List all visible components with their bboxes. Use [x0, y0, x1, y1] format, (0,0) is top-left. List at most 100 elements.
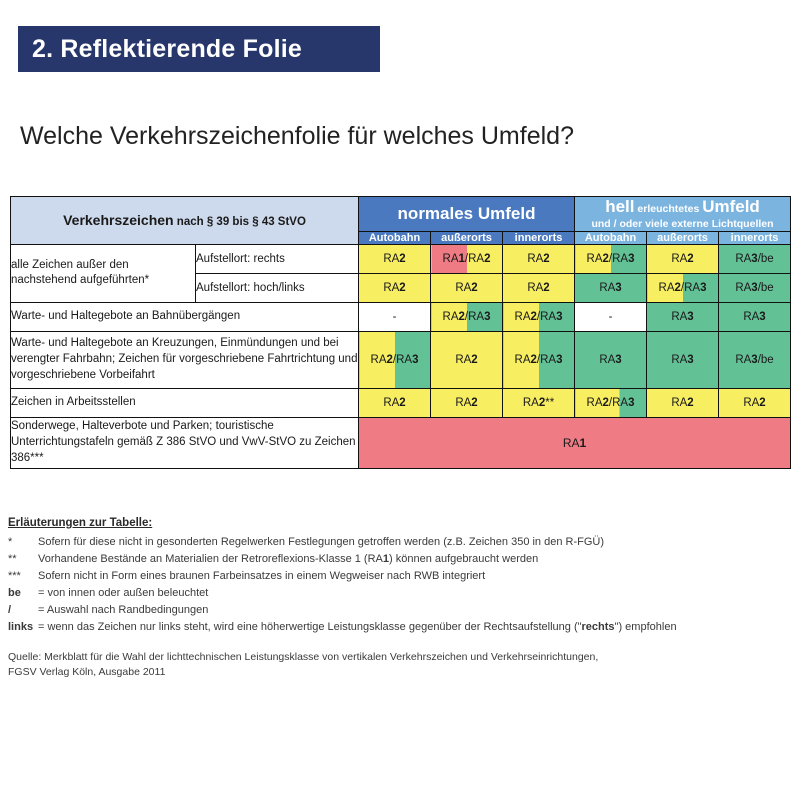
- row-sublabel-0-0: Aufstellort: rechts: [194, 243, 360, 274]
- cell-value: RA2: [383, 252, 406, 265]
- cell-value: RA2/RA3: [514, 353, 563, 366]
- cell-r0-c5: RA3/be: [718, 272, 792, 303]
- slide-title-banner: 2. Reflektierende Folie: [18, 26, 380, 72]
- table-row: Warte- und Haltegebote an Bahnübergängen…: [9, 301, 792, 332]
- explanation-text: Vorhandene Bestände an Materialien der R…: [38, 552, 539, 565]
- column-header-normal-innerorts: innerorts: [502, 230, 576, 245]
- cell-value: RA2/RA3: [514, 310, 563, 323]
- cell-r1-c1: RA2/RA3: [430, 301, 504, 332]
- column-header-hell-innerorts: innerorts: [718, 230, 792, 245]
- cell-value: RA2/RA3: [370, 353, 419, 366]
- cell-value: RA2: [527, 252, 550, 265]
- explanation-marker: ***: [8, 569, 21, 582]
- table-row: alle Zeichen außer den nachstehend aufge…: [10, 243, 792, 303]
- table-row: Warte- und Haltegebote an Kreuzungen, Ei…: [9, 330, 792, 389]
- column-header-normal-ausserorts: außerorts: [430, 230, 504, 245]
- explanation-text: = wenn das Zeichen nur links steht, wird…: [38, 620, 677, 633]
- cell-r1-c5: RA3: [718, 301, 792, 332]
- cell-r3-c0: RA2: [358, 387, 432, 418]
- cell-value: RA2: [455, 396, 478, 409]
- header-group-hell-sub: und / oder viele externe Lichtquellen: [591, 218, 774, 231]
- explanations-title: Erläuterungen zur Tabelle:: [8, 517, 153, 529]
- cell-r3-c4: RA2: [646, 387, 720, 418]
- table-row: Zeichen in Arbeitsstellen RA2 RA2 RA2** RA2/…: [9, 387, 792, 418]
- cell-r2-c4: RA3: [646, 330, 720, 389]
- cell-value: -: [608, 310, 613, 323]
- header-group-hell-strong: hell: [605, 197, 635, 216]
- header-group-normales-normal: Umfeld: [473, 204, 536, 224]
- cell-r2-c3: RA3: [574, 330, 648, 389]
- cell-value: RA2/RA3: [442, 310, 491, 323]
- column-header-hell-ausserorts: außerorts: [646, 230, 720, 245]
- source-line-2: FGSV Verlag Köln, Ausgabe 2011: [8, 666, 166, 679]
- cell-value: -: [392, 310, 397, 323]
- explanation-item-0: * Sofern für diese nicht in gesonderten R…: [8, 535, 792, 548]
- explanation-text: = von innen oder außen beleuchtet: [38, 586, 209, 599]
- explanation-text: Sofern für diese nicht in gesonderten Re…: [38, 535, 605, 548]
- cell-r0-c1: RA1/RA2: [430, 243, 504, 274]
- explanation-item-3: be = von innen oder außen beleuchtet: [8, 586, 792, 599]
- cell-r2-c1: RA2: [430, 330, 504, 389]
- row-label-3: Zeichen in Arbeitsstellen: [9, 387, 360, 418]
- cell-value: RA3/be: [735, 281, 774, 294]
- cell-r0-c3: RA2/RA3: [574, 243, 648, 274]
- row-label-1: Warte- und Haltegebote an Bahnübergängen: [9, 301, 360, 332]
- column-header-normal-autobahn: Autobahn: [358, 230, 432, 245]
- header-verkehrszeichen-small: nach § 39 bis § 43 StVO: [173, 216, 306, 229]
- cell-value: RA1/RA2: [442, 252, 491, 265]
- cell-value: RA3/be: [735, 353, 774, 366]
- cell-value: RA2: [455, 281, 478, 294]
- reflective-foil-matrix: Verkehrszeichen nach § 39 bis § 43 StVO …: [9, 196, 792, 469]
- cell-value: RA3: [671, 353, 694, 366]
- explanation-text: Sofern nicht in Form eines braunen Farbe…: [38, 569, 486, 582]
- cell-value: RA2: [455, 353, 478, 366]
- column-header-hell-autobahn: Autobahn: [574, 230, 648, 245]
- cell-r0-c4: RA2/RA3: [646, 272, 720, 303]
- cell-r1-c3: -: [574, 301, 648, 332]
- cell-r0-c1: RA2: [430, 272, 504, 303]
- cell-r2-c5: RA3/be: [718, 330, 792, 389]
- cell-r4-c0: RA1: [358, 416, 792, 469]
- source-line-1: Quelle: Merkblatt für die Wahl der licht…: [8, 651, 599, 663]
- cell-value: RA3: [671, 310, 694, 323]
- cell-r0-c3: RA3: [574, 272, 648, 303]
- explanation-item-4: / = Auswahl nach Randbedingungen: [8, 603, 792, 616]
- explanation-marker: /: [8, 603, 12, 616]
- header-group-hell-small: erleuchtetes: [634, 203, 703, 215]
- cell-r0-c0: RA2: [358, 272, 432, 303]
- cell-r3-c5: RA2: [718, 387, 792, 418]
- cell-value: RA2: [527, 281, 550, 294]
- cell-value: RA2: [671, 252, 694, 265]
- cell-r1-c2: RA2/RA3: [502, 301, 576, 332]
- cell-value: RA2: [671, 396, 694, 409]
- table-explanations: Erläuterungen zur Tabelle: * Sofern für d…: [8, 517, 792, 639]
- explanation-marker: **: [8, 552, 17, 565]
- cell-value: RA2**: [522, 396, 555, 409]
- cell-value: RA2: [743, 396, 766, 409]
- explanation-item-1: ** Vorhandene Bestände an Materialien der…: [8, 552, 792, 565]
- cell-value: RA2/RA3: [658, 281, 707, 294]
- cell-r1-c0: -: [358, 301, 432, 332]
- cell-value: RA2: [383, 281, 406, 294]
- matrix-head-row-groups: Verkehrszeichen nach § 39 bis § 43 StVO …: [9, 196, 792, 245]
- cell-value: RA2/RA3: [586, 396, 635, 409]
- header-verkehrszeichen: Verkehrszeichen nach § 39 bis § 43 StVO: [9, 196, 360, 245]
- explanation-item-5: links = wenn das Zeichen nur links steht,…: [8, 620, 792, 633]
- explanation-marker: be: [8, 586, 21, 599]
- header-group-hell-umfeld: hell erleuchtetes Umfeld und / oder viel…: [574, 196, 792, 232]
- header-group-normales-strong: normales: [397, 204, 474, 224]
- cell-r0-c2: RA2: [502, 243, 576, 274]
- cell-r2-c0: RA2/RA3: [358, 330, 432, 389]
- cell-value: RA3: [743, 310, 766, 323]
- row-label-0: alle Zeichen außer den nachstehend aufge…: [10, 243, 196, 303]
- cell-r3-c2: RA2**: [502, 387, 576, 418]
- slide-title-text: 2. Reflektierende Folie: [32, 34, 302, 63]
- cell-value: RA3: [599, 281, 622, 294]
- cell-r0-c5: RA3/be: [718, 243, 792, 274]
- matrix-body: alle Zeichen außer den nachstehend aufge…: [9, 243, 792, 469]
- explanation-marker: links: [8, 620, 34, 633]
- row-sublabel-0-1: Aufstellort: hoch/links: [194, 272, 360, 303]
- cell-r3-c3: RA2/RA3: [574, 387, 648, 418]
- cell-r0-c2: RA2: [502, 272, 576, 303]
- header-group-hell-normal: Umfeld: [702, 197, 760, 216]
